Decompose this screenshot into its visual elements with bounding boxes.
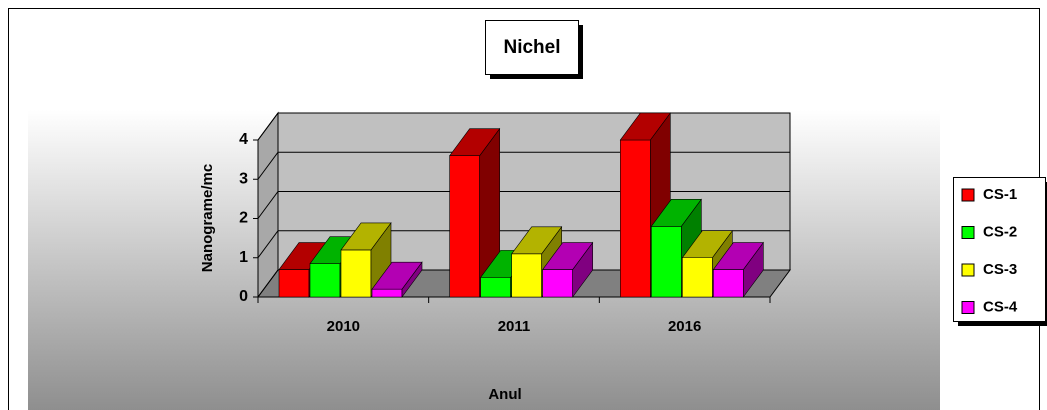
grid-line <box>257 151 790 180</box>
bar-front <box>449 155 480 298</box>
legend-swatch <box>961 188 975 202</box>
y-tick-label: 2 <box>239 210 248 227</box>
bar-front <box>651 226 682 298</box>
y-tick-label: 4 <box>239 131 248 148</box>
x-tick-label: 2010 <box>327 318 360 335</box>
plot: 0 1 2 3 4 2010 2011 2016 CS-1 CS-2 CS-3 CS-4 <box>239 111 1018 335</box>
grid-line <box>257 269 790 298</box>
bar-top <box>371 261 423 290</box>
y-tick-label: 1 <box>239 249 248 266</box>
grid-line <box>257 191 790 219</box>
bar <box>371 261 423 298</box>
x-axis-label: Anul <box>488 386 521 403</box>
grid-line <box>257 112 790 141</box>
x-tick-label: 2011 <box>498 318 531 335</box>
bar-front <box>713 269 744 298</box>
legend-label: CS-2 <box>983 223 1017 240</box>
y-tick-label: 0 <box>239 288 248 305</box>
legend-label: CS-4 <box>983 298 1018 315</box>
legend-swatch <box>961 226 975 239</box>
bar-front <box>309 263 341 298</box>
y-axis-label: Nanograme/mc <box>199 164 216 272</box>
bar-top <box>542 242 594 270</box>
bar <box>542 241 594 298</box>
title-box <box>485 20 579 75</box>
bar-top <box>712 242 764 270</box>
bar-top <box>650 199 702 227</box>
chart-title: Nichel <box>503 37 560 58</box>
bar-front <box>542 269 573 298</box>
bar-top <box>619 112 671 141</box>
bar-front <box>682 257 713 298</box>
legend-swatch <box>961 263 975 277</box>
legend-label: CS-3 <box>983 261 1017 278</box>
bar-front <box>511 253 542 298</box>
grid-line <box>257 230 790 259</box>
bar-front <box>278 269 310 298</box>
bar-front <box>620 139 651 298</box>
y-tick-label: 3 <box>239 170 248 187</box>
bar-top <box>449 128 501 156</box>
x-tick-label: 2016 <box>668 318 701 335</box>
legend-label: CS-1 <box>983 186 1017 203</box>
legend-swatch <box>961 301 975 314</box>
bar-top <box>511 226 563 255</box>
bar-top <box>681 230 733 259</box>
bar-front <box>480 277 511 298</box>
bar-front <box>371 288 403 298</box>
bar-front <box>340 249 372 298</box>
bar-top <box>340 222 392 251</box>
bar <box>449 127 501 298</box>
bar <box>712 241 764 298</box>
